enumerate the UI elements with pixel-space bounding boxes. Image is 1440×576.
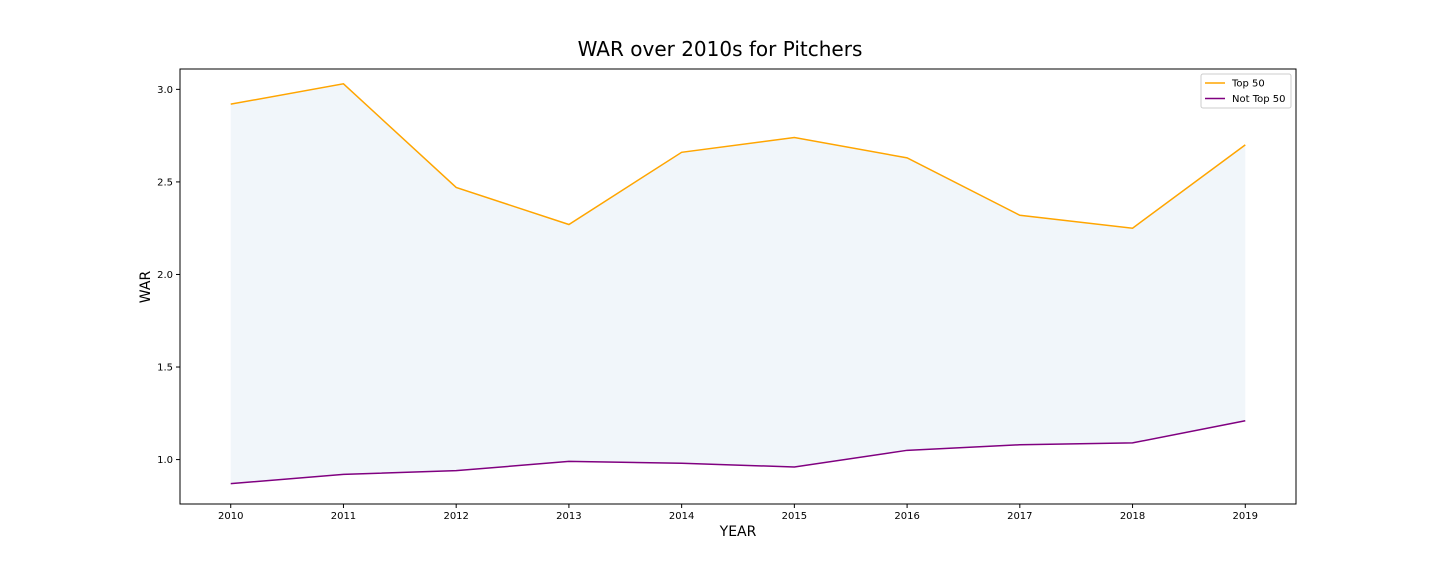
y-axis: 1.0 1.5 2.0 2.5 3.0 — [157, 85, 180, 466]
x-tick-label: 2010 — [218, 511, 243, 522]
plot-frame — [179, 68, 1297, 505]
y-tick-label: 2.5 — [157, 177, 173, 188]
chart-title: WAR over 2010s for Pitchers — [578, 37, 863, 61]
y-tick-label: 2.0 — [157, 270, 173, 281]
x-tick-label: 2013 — [556, 511, 581, 522]
y-tick-label: 1.0 — [157, 455, 173, 466]
legend-label: Not Top 50 — [1232, 94, 1285, 105]
series-line-not-top-50 — [230, 419, 1246, 485]
x-tick-label: 2012 — [443, 511, 468, 522]
series-line-top-50 — [230, 83, 1246, 229]
x-tick-label: 2018 — [1120, 511, 1145, 522]
fill-between-region — [230, 83, 1246, 484]
x-tick-label: 2015 — [782, 511, 807, 522]
series-lines — [230, 83, 1246, 485]
legend: Top 50 Not Top 50 — [1200, 73, 1292, 109]
x-tick-label: 2014 — [669, 511, 694, 522]
y-tick-label: 1.5 — [157, 363, 173, 374]
y-tick-label: 3.0 — [157, 85, 173, 96]
x-axis: 2010 2011 2012 2013 2014 2015 2016 2017 2018 2019 — [218, 504, 1258, 522]
fill-between-area — [230, 83, 1246, 484]
x-tick-label: 2011 — [331, 511, 356, 522]
x-axis-title: YEAR — [719, 524, 757, 540]
legend-label: Top 50 — [1231, 79, 1265, 90]
x-tick-label: 2019 — [1233, 511, 1258, 522]
x-tick-label: 2017 — [1007, 511, 1032, 522]
y-axis-title: WAR — [138, 271, 154, 304]
x-tick-label: 2016 — [894, 511, 919, 522]
